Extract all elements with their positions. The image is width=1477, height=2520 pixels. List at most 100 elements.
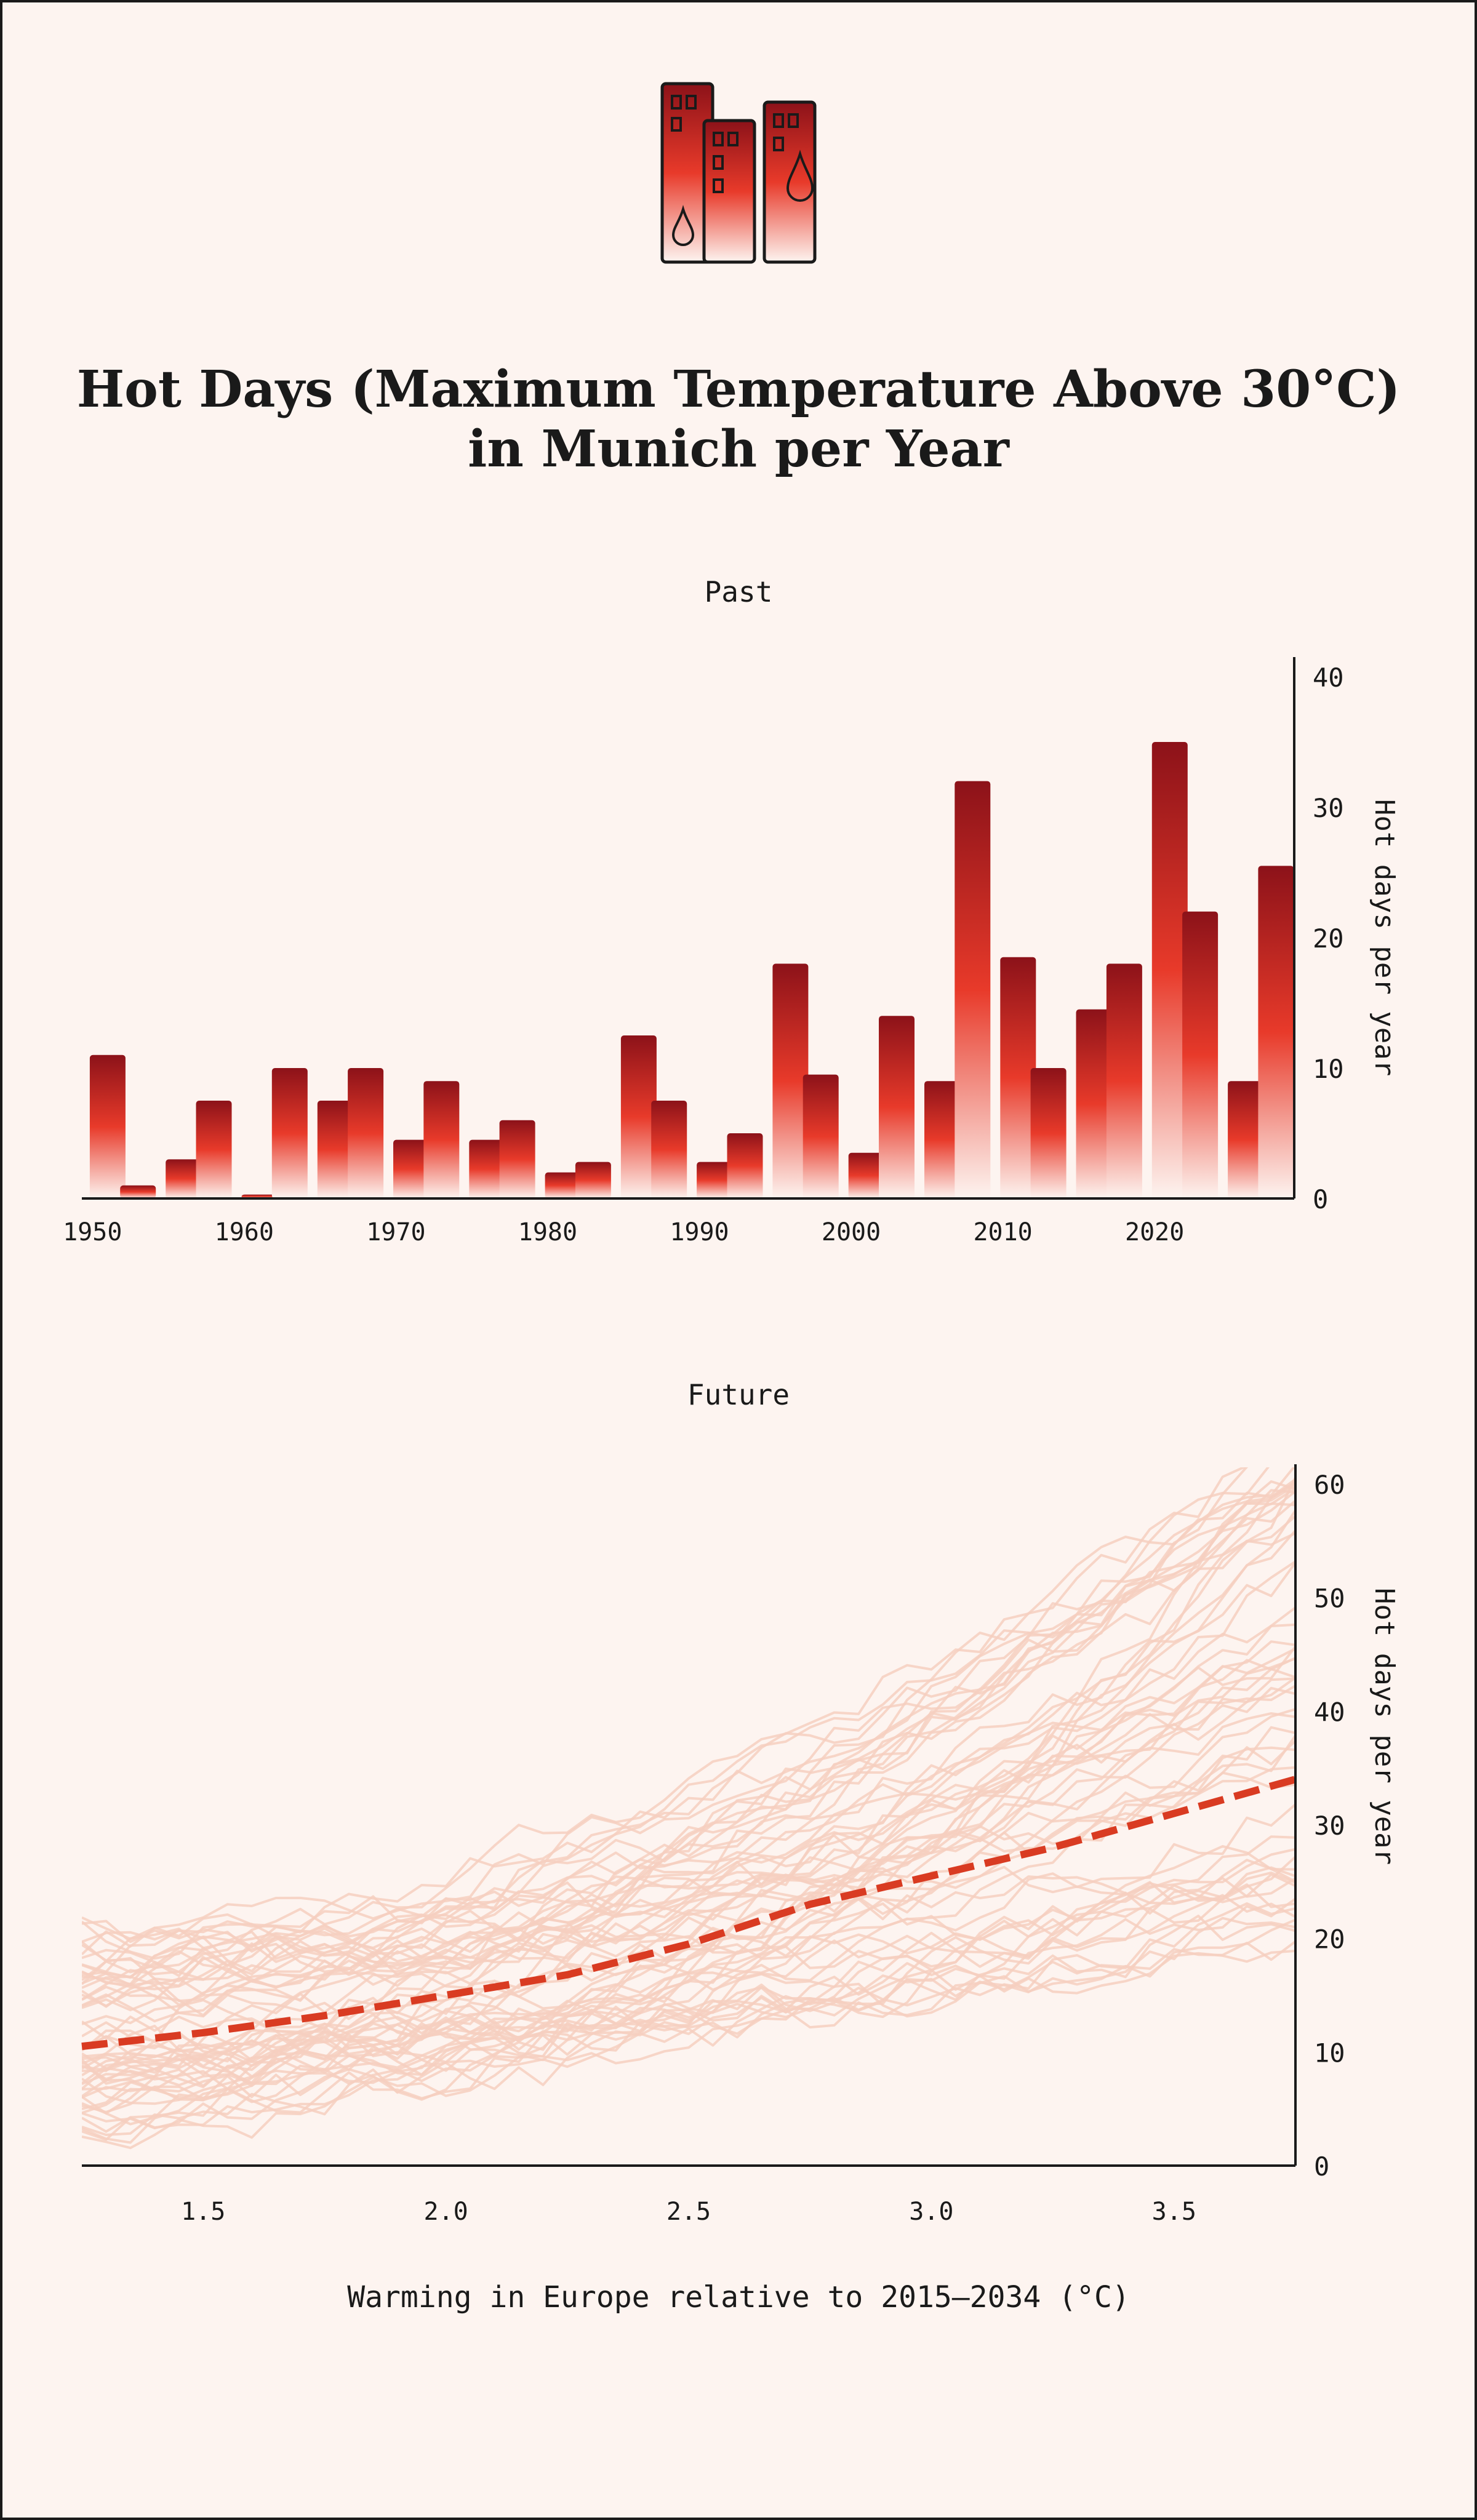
future-line-chart: 0 10 20 30 40 50 60 1.5 2.0 2.5 3.0 3.5 Hot days per…	[81, 1464, 1400, 2315]
future-y-tick-50: 50	[1314, 1584, 1345, 1614]
future-x-tick-3.5: 3.5	[1152, 2198, 1196, 2226]
ensemble-line-38	[82, 1561, 1295, 1973]
past-x-tick-2010: 2010	[973, 1218, 1032, 1246]
ensemble-line-50	[82, 1645, 1295, 2008]
bar-1996	[772, 963, 809, 1198]
bar-1963	[271, 1068, 308, 1198]
bar-2016	[1076, 1009, 1112, 1198]
past-y-tick-0: 0	[1313, 1184, 1328, 1214]
ensemble-line-39	[82, 1916, 1295, 2113]
ensemble-line-47	[82, 1950, 1295, 2070]
ensemble-line-54	[82, 1529, 1295, 2084]
past-x-tick-1960: 1960	[215, 1218, 274, 1246]
past-bar-chart: 0 10 20 30 40 1950 1960 1970 1980 1990 2000 2010 202…	[63, 657, 1400, 1246]
ensemble-line-41	[82, 1484, 1295, 2008]
ensemble-line-4	[82, 1897, 1295, 2136]
past-x-tick-1990: 1990	[670, 1218, 729, 1246]
past-x-tick-2020: 2020	[1125, 1218, 1184, 1246]
ensemble-line-28	[82, 1467, 1270, 1989]
ensemble-line-14	[82, 1856, 1295, 2084]
future-x-tick-1.5: 1.5	[181, 2198, 225, 2226]
ensemble-line-33	[82, 1502, 1295, 2043]
ensemble-line-56	[82, 1685, 1295, 1996]
bar-1986	[620, 1035, 657, 1198]
future-y-tick-40: 40	[1314, 1697, 1345, 1727]
ensemble-line-46	[82, 1647, 1295, 1940]
future-x-tick-2.0: 2.0	[423, 2198, 468, 2226]
ensemble-line-35	[82, 1940, 1295, 2062]
bar-1953	[120, 1185, 156, 1198]
ensemble-line-48	[82, 1746, 1295, 2091]
bar-1998	[803, 1074, 839, 1198]
bar-1983	[575, 1162, 611, 1198]
bar-1991	[697, 1162, 733, 1198]
bar-2003	[879, 1016, 915, 1198]
future-y-tick-30: 30	[1314, 1811, 1345, 1841]
ensemble-line-55	[82, 1478, 1295, 2126]
bar-2023	[1182, 911, 1219, 1198]
past-x-tick-2000: 2000	[822, 1218, 881, 1246]
bar-2013	[1030, 1068, 1067, 1198]
bar-1976	[469, 1139, 505, 1198]
bar-1958	[196, 1101, 232, 1198]
ensemble-line-34	[82, 1848, 1295, 2115]
bar-1968	[348, 1068, 384, 1198]
bar-2006	[924, 1081, 960, 1198]
past-y-axis-label: Hot days per year	[1369, 799, 1400, 1076]
past-y-tick-30: 30	[1313, 793, 1344, 823]
ensemble-line-51	[82, 1677, 1295, 1979]
bar-1966	[317, 1101, 353, 1198]
ensemble-line-57	[82, 1467, 1249, 1981]
past-y-tick-40: 40	[1313, 663, 1344, 693]
ensemble-line-37	[82, 1835, 1295, 1985]
ensemble-line-36	[82, 1918, 1295, 2084]
bar-1988	[651, 1101, 687, 1198]
ensemble-line-42	[82, 1499, 1295, 1956]
ensemble-line-13	[82, 1894, 1295, 2044]
past-x-tick-1950: 1950	[63, 1218, 122, 1246]
bar-1978	[499, 1120, 535, 1198]
bar-1971	[393, 1139, 429, 1198]
ensemble-line-19	[82, 1480, 1295, 1987]
future-x-tick-2.5: 2.5	[666, 2198, 711, 2226]
bar-1981	[545, 1172, 581, 1198]
ensemble-line-31	[82, 1712, 1295, 1960]
ensemble-line-59	[82, 1872, 1295, 2083]
bar-2028	[1258, 866, 1294, 1198]
bar-2018	[1106, 963, 1142, 1198]
bar-2011	[1000, 957, 1036, 1198]
infographic-title: Hot Days (Maximum Temperature Above 30°C…	[0, 360, 1477, 479]
bar-1956	[166, 1159, 202, 1198]
past-y-tick-20: 20	[1313, 923, 1344, 954]
past-chart-title: Past	[704, 575, 773, 608]
future-y-tick-60: 60	[1314, 1470, 1345, 1500]
bar-2021	[1151, 742, 1188, 1198]
future-x-axis-label: Warming in Europe relative to 2015–2034 …	[347, 2280, 1130, 2315]
ensemble-lines	[82, 1467, 1295, 2150]
past-x-tick-1970: 1970	[366, 1218, 425, 1246]
title-line-2: in Munich per Year	[468, 420, 1009, 479]
future-y-axis-label: Hot days per year	[1369, 1588, 1400, 1865]
bar-2026	[1228, 1081, 1264, 1198]
ensemble-line-40	[82, 1883, 1295, 1969]
ensemble-line-44	[82, 1487, 1295, 2081]
future-x-tick-3.0: 3.0	[909, 2198, 953, 2226]
ensemble-line-29	[82, 1481, 1295, 2129]
title-line-1: Hot Days (Maximum Temperature Above 30°C…	[76, 360, 1401, 419]
future-chart-title: Future	[687, 1378, 790, 1411]
bar-1973	[423, 1081, 460, 1198]
ensemble-line-52	[82, 1467, 1247, 2086]
bar-2001	[848, 1152, 884, 1198]
bar-1993	[727, 1133, 763, 1198]
past-x-tick-1980: 1980	[518, 1218, 577, 1246]
bar-1951	[89, 1055, 126, 1198]
future-y-tick-10: 10	[1314, 2038, 1345, 2068]
bar-2008	[955, 781, 991, 1198]
ensemble-line-7	[82, 1481, 1295, 2001]
past-y-tick-10: 10	[1313, 1054, 1344, 1084]
future-y-tick-20: 20	[1314, 1924, 1345, 1955]
ensemble-line-43	[82, 1656, 1295, 2071]
future-y-tick-0: 0	[1314, 2151, 1329, 2182]
city-buildings-icon	[660, 82, 817, 264]
